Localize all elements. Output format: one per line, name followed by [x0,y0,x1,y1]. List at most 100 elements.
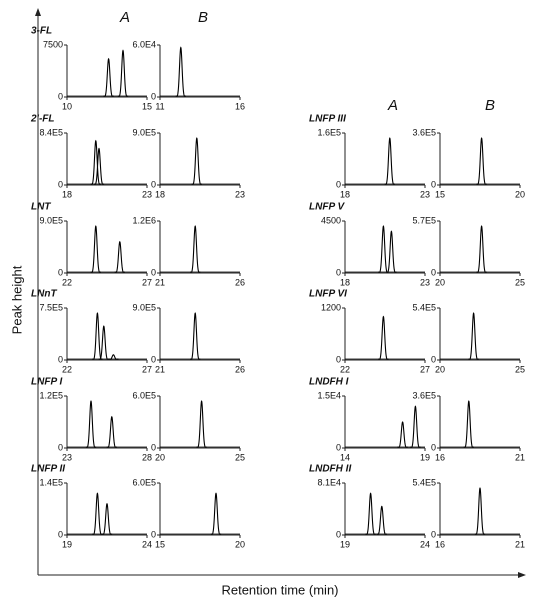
peak [106,415,117,448]
x-tick-label: 27 [142,277,152,287]
peak [93,147,105,185]
column-header: A [119,9,130,26]
y-tick-label: 9.0E5 [132,302,156,312]
y-tick-label: 1.5E4 [317,390,341,400]
peak [191,137,202,185]
peak [384,137,395,185]
x-tick-label: 24 [420,539,430,549]
y-tick-label: 0 [58,179,63,189]
peak [476,137,487,185]
x-tick-label: 15 [435,189,445,199]
y-tick-label: 5.4E5 [412,477,436,487]
x-tick-label: 22 [62,277,72,287]
panel-title: LNT [31,202,51,213]
x-tick-label: 10 [62,101,72,111]
y-axis-title: Peak height [9,265,24,334]
x-tick-label: 25 [515,277,525,287]
y-tick-label: 0 [58,354,63,364]
x-tick-label: 22 [62,364,72,374]
panel-title: LNFP I [31,377,63,388]
peak [117,49,129,97]
panel-title: LNFP VI [309,289,347,300]
y-tick-label: 0 [336,179,341,189]
panel-title: LNDFH I [309,377,349,388]
peak [210,492,222,535]
peak [108,354,119,360]
x-axis-title: Retention time (min) [221,582,338,597]
y-tick-label: 4500 [321,215,341,225]
y-tick-label: 0 [336,267,341,277]
panel-axes [439,396,520,449]
y-tick-label: 1.2E5 [39,390,63,400]
peak [397,421,408,448]
y-tick-label: 8.1E4 [317,477,341,487]
x-tick-label: 28 [142,452,152,462]
x-tick-label: 21 [155,277,165,287]
panel-axes [159,221,240,274]
y-tick-label: 7500 [43,39,63,49]
x-tick-label: 21 [515,452,525,462]
peak [114,240,125,273]
y-tick-label: 3.6E5 [412,390,436,400]
y-tick-label: 6.0E5 [132,477,156,487]
x-tick-label: 24 [142,539,152,549]
x-tick-label: 20 [155,452,165,462]
panel-axes [439,308,520,361]
peak [92,312,103,360]
peak [463,400,474,448]
panel-axes [159,483,240,536]
panel-axes [344,483,425,536]
y-tick-label: 0 [431,529,436,539]
column-header: B [198,9,208,26]
x-tick-label: 23 [142,189,152,199]
peak [410,405,421,448]
panel-axes [344,133,425,186]
x-tick-label: 23 [235,189,245,199]
peak [378,225,389,273]
peak [90,225,101,273]
panel-axes [159,45,240,98]
y-tick-label: 6.0E4 [132,39,156,49]
panel-axes [66,483,147,536]
y-tick-label: 0 [58,442,63,452]
y-tick-label: 0 [336,529,341,539]
y-tick-label: 0 [151,354,156,364]
x-tick-label: 16 [235,101,245,111]
panel-axes [66,396,147,449]
x-tick-label: 18 [340,277,350,287]
y-tick-label: 0 [151,442,156,452]
panel-title: LNDFH II [309,464,351,475]
panel-axes [66,133,147,186]
y-tick-label: 0 [151,267,156,277]
y-tick-label: 3.6E5 [412,127,436,137]
peak [376,505,387,535]
peak [98,325,109,360]
x-tick-label: 27 [420,364,430,374]
y-tick-label: 0 [431,179,436,189]
panel-title: LNFP III [309,114,346,125]
x-tick-label: 20 [235,539,245,549]
x-tick-label: 23 [420,189,430,199]
y-tick-label: 5.7E5 [412,215,436,225]
y-tick-label: 0 [431,354,436,364]
y-tick-label: 0 [431,442,436,452]
x-tick-label: 14 [340,452,350,462]
panel-title: 2'-FL [30,114,55,125]
peak [85,400,97,448]
x-tick-label: 26 [235,277,245,287]
peak [365,492,376,535]
x-tick-label: 20 [435,277,445,287]
x-tick-label: 20 [435,364,445,374]
y-tick-label: 0 [336,442,341,452]
x-tick-label: 19 [340,539,350,549]
x-tick-label: 16 [435,452,445,462]
y-tick-label: 1200 [321,302,341,312]
peak [101,502,113,535]
x-tick-label: 19 [420,452,430,462]
panel-axes [159,133,240,186]
x-tick-label: 21 [155,364,165,374]
peak [190,312,201,360]
peak [103,57,114,97]
y-tick-label: 0 [336,354,341,364]
